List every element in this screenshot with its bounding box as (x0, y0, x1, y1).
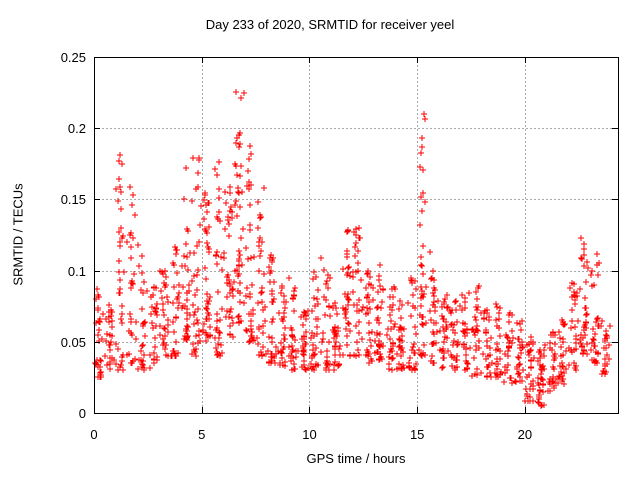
y-axis-label: SRMTID / TECUs (10, 183, 26, 286)
y-tick-label: 0.25 (60, 50, 86, 65)
x-tick-label: 5 (198, 427, 206, 442)
x-tick-label: 15 (409, 427, 425, 442)
x-tick-label: 20 (517, 427, 533, 442)
y-tick-label: 0.1 (67, 263, 86, 279)
y-tick-label: 0.2 (67, 121, 86, 137)
x-tick-label: 0 (90, 427, 98, 442)
y-tick-label: 0.15 (60, 192, 86, 208)
plot-border (94, 57, 619, 414)
y-tick-label: 0.05 (60, 334, 86, 350)
chart-title: Day 233 of 2020, SRMTID for receiver yee… (205, 17, 455, 32)
y-tick-label: 0 (78, 406, 86, 421)
x-tick-label: 10 (302, 427, 317, 442)
data-point-markers (92, 89, 613, 409)
scatter-points (92, 89, 613, 409)
x-axis-label: GPS time / hours (306, 451, 406, 466)
